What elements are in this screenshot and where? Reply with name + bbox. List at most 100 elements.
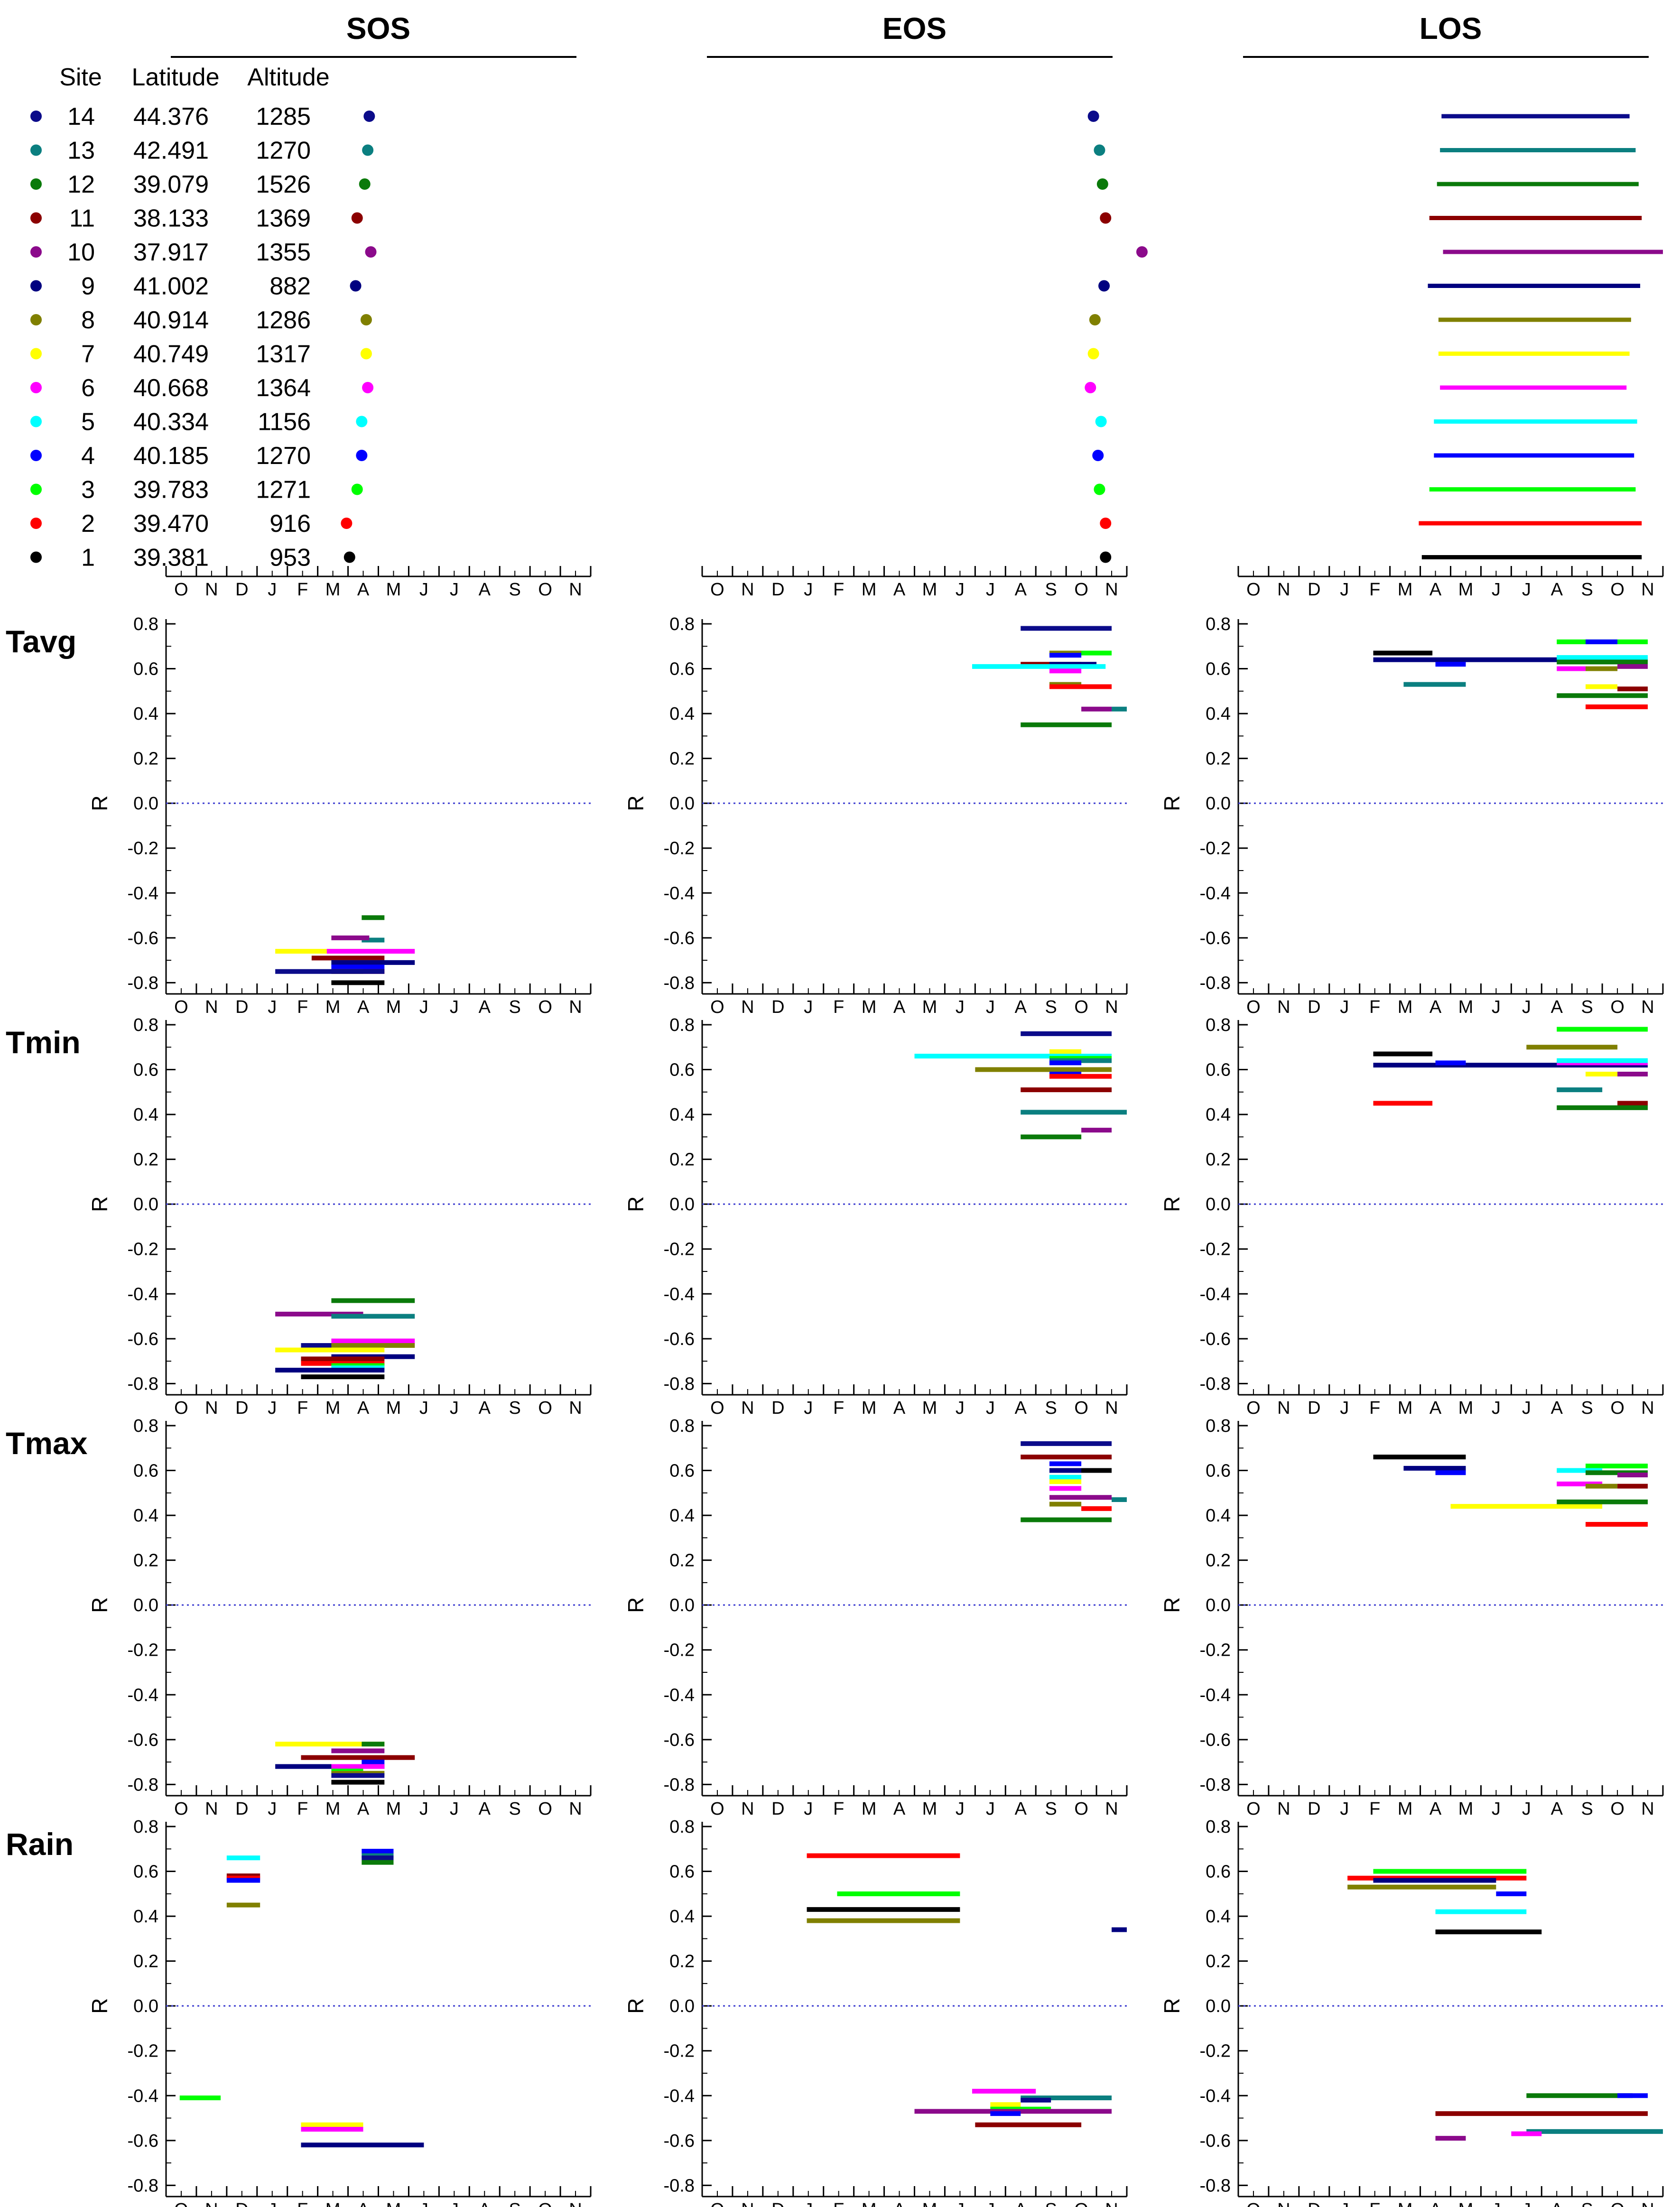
y-tick-label: 0.2 xyxy=(1206,1952,1231,1972)
y-tick-label: 0.2 xyxy=(133,749,158,769)
y-tick-label: 0.0 xyxy=(1206,1996,1231,2016)
y-axis-label-tavg-eos: R xyxy=(623,796,648,811)
x-tick-label-top-sos-11: S xyxy=(509,580,520,600)
x-tick-label-tmin-eos-6: A xyxy=(893,1398,906,1418)
x-tick-label-tmin-los-7: M xyxy=(1458,1398,1474,1418)
legend-altitude-5: 1156 xyxy=(258,408,311,436)
legend-site-11: 11 xyxy=(69,205,95,232)
eos-point-site-8 xyxy=(1089,314,1101,325)
legend-latitude-2: 39.470 xyxy=(133,510,209,538)
row-title-tavg: Tavg xyxy=(6,624,76,659)
y-tick-label: 0.4 xyxy=(133,704,158,724)
x-tick-label-rain-eos-11: S xyxy=(1045,2200,1057,2207)
y-tick-label: 0.4 xyxy=(669,704,695,724)
legend-site-13: 13 xyxy=(67,137,95,165)
x-tick-label-tmax-los-13: N xyxy=(1641,1799,1654,1819)
x-tick-label-tmin-los-13: N xyxy=(1641,1398,1654,1418)
x-tick-label-rain-sos-5: M xyxy=(325,2200,341,2207)
x-tick-label-tmin-sos-10: A xyxy=(479,1398,491,1418)
x-tick-label-tavg-sos-7: M xyxy=(386,997,401,1017)
legend-marker-site-12 xyxy=(30,178,42,190)
x-tick-label-top-los-0: O xyxy=(1246,580,1261,600)
x-tick-label-tmin-sos-3: J xyxy=(268,1398,277,1418)
y-tick-label: -0.8 xyxy=(128,1775,158,1795)
legend-marker-site-1 xyxy=(30,551,42,563)
y-tick-label: -0.4 xyxy=(1200,1685,1231,1705)
y-tick-label: 0.8 xyxy=(133,1416,158,1436)
legend-marker-site-14 xyxy=(30,111,42,122)
sos-point-site-13 xyxy=(362,144,374,156)
y-tick-label: -0.2 xyxy=(1200,1240,1231,1260)
x-tick-label-tmax-eos-8: J xyxy=(956,1799,965,1819)
y-tick-label: 0.2 xyxy=(1206,1551,1231,1571)
x-tick-label-top-sos-6: A xyxy=(357,580,370,600)
y-tick-label: -0.6 xyxy=(1200,928,1231,948)
legend-latitude-12: 39.079 xyxy=(133,171,209,198)
y-tick-label: -0.4 xyxy=(128,1284,158,1304)
y-tick-label: 0.4 xyxy=(133,1105,158,1125)
x-tick-label-tavg-sos-8: J xyxy=(419,997,428,1017)
x-tick-label-tmin-eos-13: N xyxy=(1105,1398,1118,1418)
y-tick-label: 0.0 xyxy=(1206,794,1231,814)
x-tick-label-rain-sos-8: J xyxy=(419,2200,428,2207)
x-tick-label-tmin-sos-2: D xyxy=(235,1398,248,1418)
x-tick-label-tmin-sos-11: S xyxy=(509,1398,520,1418)
legend-latitude-1: 39.381 xyxy=(133,544,209,572)
sos-point-site-14 xyxy=(363,111,375,122)
y-tick-label: 0.6 xyxy=(1206,1060,1231,1080)
y-tick-label: 0.4 xyxy=(1206,1105,1231,1125)
x-tick-label-tavg-los-7: M xyxy=(1458,997,1474,1017)
x-tick-label-rain-eos-2: D xyxy=(771,2200,784,2207)
x-tick-label-tmin-los-6: A xyxy=(1429,1398,1442,1418)
x-tick-label-rain-eos-0: O xyxy=(710,2200,724,2207)
legend-altitude-11: 1369 xyxy=(256,205,311,232)
x-tick-label-rain-sos-9: J xyxy=(450,2200,459,2207)
x-tick-label-top-sos-10: A xyxy=(479,580,491,600)
x-tick-label-tavg-los-2: D xyxy=(1308,997,1320,1017)
x-tick-label-tmax-los-9: J xyxy=(1522,1799,1531,1819)
legend-altitude-12: 1526 xyxy=(256,171,311,198)
x-tick-label-tavg-sos-1: N xyxy=(205,997,218,1017)
sos-point-site-7 xyxy=(360,348,372,360)
sos-point-site-6 xyxy=(362,382,374,393)
x-tick-label-tavg-los-0: O xyxy=(1246,997,1261,1017)
legend-altitude-3: 1271 xyxy=(256,476,311,504)
y-tick-label: -0.8 xyxy=(664,1374,695,1394)
y-tick-label: 0.2 xyxy=(133,1150,158,1170)
x-tick-label-top-sos-8: J xyxy=(419,580,428,600)
x-tick-label-tavg-los-13: N xyxy=(1641,997,1654,1017)
sos-point-site-3 xyxy=(351,483,363,495)
x-tick-label-tmax-sos-5: M xyxy=(325,1799,341,1819)
y-tick-label: 0.6 xyxy=(1206,659,1231,679)
y-tick-label: 0.4 xyxy=(669,1506,695,1526)
x-tick-label-rain-eos-9: J xyxy=(986,2200,995,2207)
y-axis-label-rain-sos: R xyxy=(87,1998,112,2014)
y-tick-label: 0.6 xyxy=(669,1862,695,1882)
y-tick-label: 0.4 xyxy=(669,1105,695,1125)
y-tick-label: 0.2 xyxy=(669,1952,695,1972)
y-tick-label: -0.6 xyxy=(128,928,158,948)
x-tick-label-tmin-los-0: O xyxy=(1246,1398,1261,1418)
x-tick-label-rain-sos-11: S xyxy=(509,2200,520,2207)
x-tick-label-top-eos-3: J xyxy=(804,580,813,600)
eos-point-site-1 xyxy=(1100,551,1112,563)
legend-site-9: 9 xyxy=(81,273,95,300)
x-tick-label-tmax-eos-5: M xyxy=(862,1799,877,1819)
x-tick-label-tmax-eos-12: O xyxy=(1074,1799,1088,1819)
legend-altitude-10: 1355 xyxy=(256,239,311,266)
legend-site-3: 3 xyxy=(81,476,95,504)
legend-site-6: 6 xyxy=(81,374,95,402)
legend-marker-site-3 xyxy=(30,483,42,495)
x-tick-label-tavg-sos-9: J xyxy=(450,997,459,1017)
x-tick-label-rain-eos-8: J xyxy=(956,2200,965,2207)
y-tick-label: 0.8 xyxy=(133,614,158,634)
x-tick-label-tavg-sos-0: O xyxy=(174,997,188,1017)
sos-point-site-12 xyxy=(359,178,371,190)
x-tick-label-tmax-sos-1: N xyxy=(205,1799,218,1819)
y-tick-label: 0.0 xyxy=(669,1595,695,1615)
y-tick-label: -0.8 xyxy=(128,1374,158,1394)
x-tick-label-top-los-9: J xyxy=(1522,580,1531,600)
y-tick-label: 0.6 xyxy=(1206,1862,1231,1882)
eos-point-site-4 xyxy=(1092,450,1104,461)
